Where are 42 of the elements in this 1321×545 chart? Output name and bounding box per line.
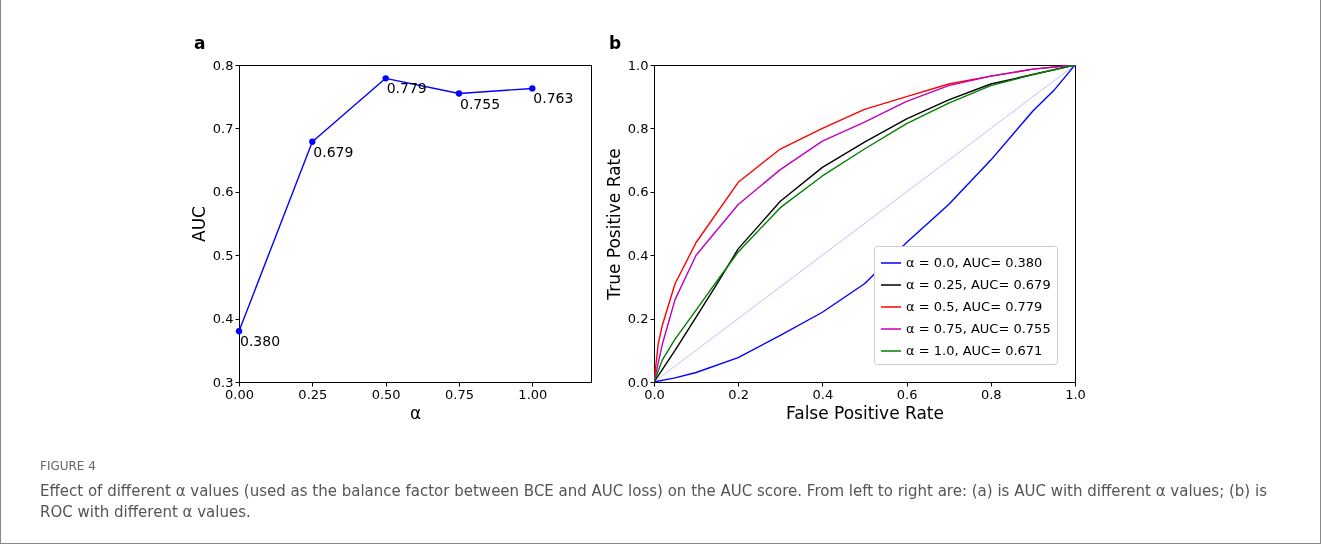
- point: [382, 75, 389, 82]
- point: [529, 85, 536, 92]
- x-axis-title: False Positive Rate: [786, 402, 944, 423]
- x-axis-title: α: [409, 402, 422, 423]
- y-tick-label: 0.8: [212, 57, 234, 73]
- y-tick-label: 0.6: [212, 184, 234, 200]
- y-tick-label: 0.4: [212, 311, 234, 327]
- x-tick-label: 1.00: [518, 386, 548, 402]
- x-tick-label: 1.0: [1065, 386, 1086, 402]
- y-tick-label: 0.8: [627, 120, 649, 136]
- point: [455, 90, 463, 97]
- x-tick-label: 0.2: [728, 386, 750, 402]
- y-tick-label: 1.0: [627, 57, 649, 73]
- data-label: 0.380: [240, 333, 281, 350]
- chart-title: a: [194, 33, 206, 53]
- legend-label: α = 0.5, AUC= 0.779: [906, 299, 1043, 314]
- legend-label: α = 0.25, AUC= 0.679: [906, 277, 1051, 292]
- legend-label: α = 1.0, AUC= 0.671: [906, 343, 1043, 358]
- y-tick-label: 0.2: [627, 311, 649, 327]
- legend-label: α = 0.0, AUC= 0.380: [906, 255, 1043, 270]
- x-tick-label: 0.4: [812, 386, 834, 402]
- legend-label: α = 0.75, AUC= 0.755: [906, 321, 1051, 336]
- y-tick-label: 0.5: [212, 247, 234, 263]
- y-tick-label: 0.6: [627, 184, 649, 200]
- point: [309, 138, 316, 145]
- point: [235, 328, 243, 335]
- data-label: 0.779: [386, 80, 427, 97]
- x-tick-label: 0.75: [445, 386, 474, 402]
- y-tick-label: 0.7: [212, 120, 234, 136]
- y-axis-title: AUC: [188, 206, 209, 242]
- x-tick-label: 0.8: [980, 386, 1002, 402]
- data-label: 0.679: [313, 143, 354, 160]
- data-label: 0.763: [533, 90, 574, 107]
- data-label: 0.755: [460, 95, 501, 112]
- x-tick-label: 0.25: [298, 386, 328, 402]
- x-tick-label: 0.6: [896, 386, 918, 402]
- y-tick-label: 0.4: [627, 247, 649, 263]
- caption: FIGURE 4: [40, 458, 97, 475]
- x-tick-label: 0.50: [371, 386, 401, 402]
- text: Effect of different α values (used as the balance factor between BCE and AUC loss) on the AUC score. From left to right are: (a) is AUC with different α values; (b) is ROC with different α values.: [40, 481, 1268, 523]
- chart-title: b: [609, 33, 622, 53]
- y-axis-title: True Positive Rate: [603, 148, 624, 301]
